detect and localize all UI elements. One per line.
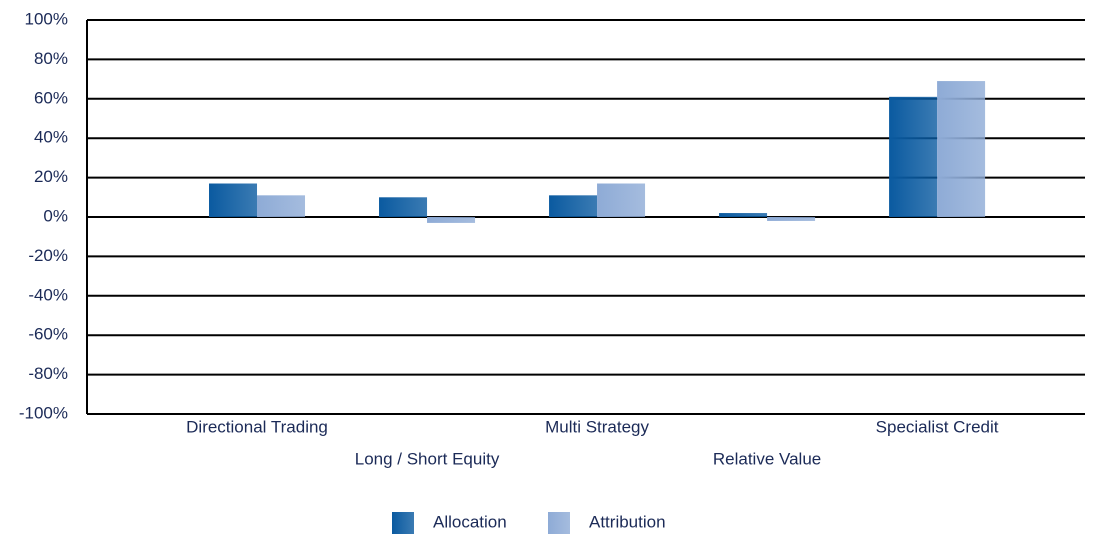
bar bbox=[597, 183, 646, 217]
x-tick-label: Relative Value bbox=[713, 449, 821, 468]
y-tick-label: 60% bbox=[34, 88, 68, 107]
legend-label: Allocation bbox=[433, 512, 507, 531]
y-tick-label: -80% bbox=[28, 364, 68, 383]
x-tick-label: Multi Strategy bbox=[545, 417, 649, 436]
x-tick-label: Long / Short Equity bbox=[355, 449, 500, 468]
legend-label: Attribution bbox=[589, 512, 666, 531]
bar bbox=[767, 217, 816, 221]
y-tick-label: -20% bbox=[28, 246, 68, 265]
y-tick-label: -60% bbox=[28, 325, 68, 344]
y-tick-label: -100% bbox=[19, 403, 68, 422]
y-tick-label: 100% bbox=[25, 9, 68, 28]
x-tick-label: Specialist Credit bbox=[876, 417, 999, 436]
bar bbox=[889, 96, 938, 217]
bar bbox=[549, 195, 598, 217]
bar bbox=[257, 195, 306, 217]
legend-swatch bbox=[548, 512, 570, 534]
y-tick-label: 80% bbox=[34, 49, 68, 68]
bar bbox=[209, 183, 258, 217]
y-tick-label: 40% bbox=[34, 128, 68, 147]
y-tick-label: -40% bbox=[28, 285, 68, 304]
legend-swatch bbox=[392, 512, 414, 534]
bar bbox=[719, 213, 768, 217]
bar bbox=[427, 217, 476, 223]
x-tick-label: Directional Trading bbox=[186, 417, 328, 436]
y-tick-label: 0% bbox=[43, 206, 68, 225]
y-tick-label: 20% bbox=[34, 167, 68, 186]
bar bbox=[937, 81, 986, 217]
bar bbox=[379, 197, 428, 217]
